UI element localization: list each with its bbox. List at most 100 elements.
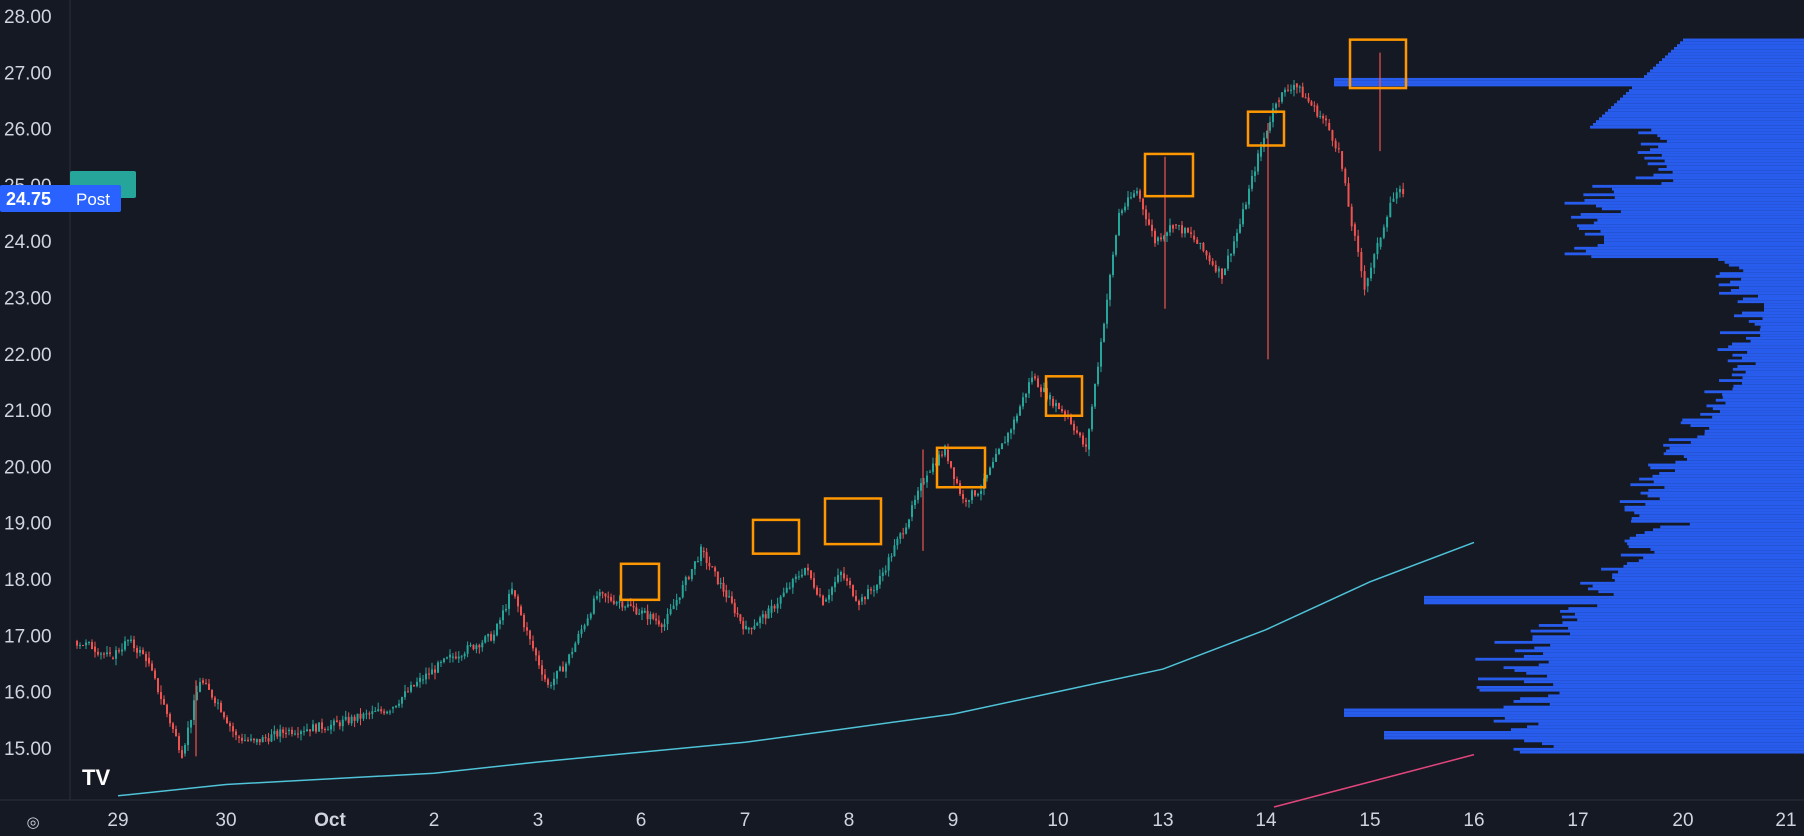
candle <box>327 729 329 731</box>
volume-profile-bar <box>1741 277 1804 281</box>
volume-profile-bar <box>1628 545 1804 549</box>
candle <box>1301 86 1304 98</box>
volume-profile-bar <box>1755 362 1804 366</box>
volume-profile-bar <box>1639 514 1804 518</box>
settings-eye-icon[interactable]: ◎ <box>26 814 39 831</box>
candle <box>460 656 463 658</box>
time-tick-label: 15 <box>1359 810 1380 831</box>
candle <box>544 674 546 680</box>
time-tick-label: 29 <box>107 810 128 831</box>
volume-profile-bar <box>1722 396 1804 399</box>
volume-profile-bar <box>1513 700 1804 703</box>
candle <box>675 600 678 606</box>
candle <box>1100 341 1102 367</box>
volume-profile-bar <box>1718 258 1804 261</box>
volume-profile-bar <box>1683 38 1804 42</box>
candle <box>484 636 487 643</box>
current-price-badge <box>0 185 121 212</box>
volume-profile-bar <box>1647 72 1804 76</box>
volume-profile-bar <box>1334 80 1804 84</box>
candle <box>1298 86 1301 88</box>
candle <box>646 610 649 620</box>
candle <box>475 645 478 650</box>
volume-profile-bar <box>1661 153 1804 157</box>
volume-profile-bar <box>1344 711 1804 715</box>
candle <box>722 582 725 592</box>
volume-profile-bar <box>1663 443 1804 447</box>
volume-profile-bar <box>1344 714 1804 717</box>
candle <box>923 482 925 484</box>
candle <box>365 713 368 715</box>
post-market-tag: Post <box>76 190 110 209</box>
candle <box>1151 224 1153 231</box>
candle <box>282 729 285 733</box>
candle <box>1028 382 1030 394</box>
volume-profile-bar <box>1534 646 1804 650</box>
candle <box>1366 278 1369 287</box>
candle <box>133 639 135 649</box>
price-tick-label: 22.00 <box>4 345 52 366</box>
candle <box>1370 267 1372 279</box>
candle <box>386 711 389 714</box>
volume-profile-bar <box>1742 297 1804 301</box>
volume-profile-bar <box>1629 89 1804 93</box>
moving-average-line <box>117 541 1475 797</box>
volume-profile-bar <box>1654 550 1804 554</box>
volume-profile-bar <box>1424 598 1804 602</box>
volume-profile-bar <box>1564 252 1804 256</box>
volume-profile-bar <box>1668 52 1804 56</box>
candle <box>261 737 264 743</box>
candle <box>1260 147 1262 157</box>
candle <box>672 605 675 610</box>
price-tick-label: 24.00 <box>4 232 52 253</box>
candle <box>1091 406 1093 430</box>
price-axis: 28.0027.0026.0025.0024.0023.0022.0021.00… <box>4 7 52 760</box>
candle <box>1013 419 1015 430</box>
volume-profile-bar <box>1700 412 1804 416</box>
volume-profile-bar <box>1619 500 1804 503</box>
candle <box>941 454 943 456</box>
candle <box>1181 225 1183 234</box>
volume-profile-bar <box>1524 680 1804 684</box>
volume-profile-bar <box>1757 294 1804 298</box>
candle <box>604 593 607 597</box>
volume-profile-bar <box>1745 370 1804 374</box>
volume-profile-bar <box>1666 165 1804 169</box>
candle <box>253 738 255 741</box>
volume-profile-bar <box>1759 328 1804 332</box>
candle <box>742 621 745 630</box>
candle <box>517 596 519 607</box>
candle <box>1136 191 1138 194</box>
candle <box>759 617 762 624</box>
candle <box>893 545 896 557</box>
volume-profile-bar <box>1664 486 1804 489</box>
volume-profile-bar <box>1664 159 1804 163</box>
candle <box>977 493 979 496</box>
candle <box>454 656 457 659</box>
candle <box>779 596 782 604</box>
volume-profile-bar <box>1475 657 1804 661</box>
volume-profile-bar <box>1660 137 1804 140</box>
time-tick-label: 9 <box>948 810 959 831</box>
candle <box>1106 299 1108 324</box>
price-tick-label: 19.00 <box>4 514 52 535</box>
candle <box>1360 251 1363 272</box>
volume-profile-bar <box>1719 272 1804 275</box>
candle <box>169 713 171 724</box>
candle <box>649 614 652 620</box>
candle <box>103 653 105 655</box>
volume-profile-bar <box>1648 488 1804 492</box>
candle <box>214 697 216 704</box>
candle <box>980 490 982 494</box>
price-tick-label: 18.00 <box>4 570 52 591</box>
candle <box>1190 232 1192 234</box>
candle <box>1169 225 1171 233</box>
candle <box>947 449 949 462</box>
candle <box>1287 89 1289 91</box>
candle <box>1341 151 1344 169</box>
volume-profile-bar <box>1624 539 1804 543</box>
candle <box>641 610 643 614</box>
volume-profile-bar <box>1604 238 1804 242</box>
volume-profile-bar <box>1584 198 1804 202</box>
